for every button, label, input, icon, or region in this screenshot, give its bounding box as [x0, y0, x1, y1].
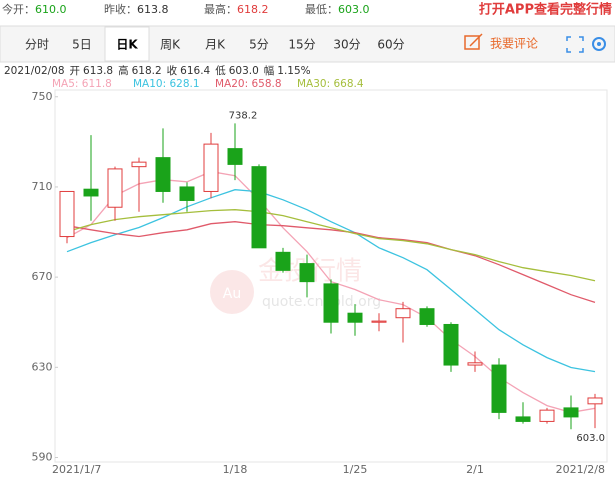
candle-body — [419, 308, 435, 325]
y-tick-label: 670 — [32, 270, 53, 283]
candle-body — [323, 283, 339, 323]
quote-item: 今开：610.0 — [2, 2, 67, 16]
candle-body — [179, 186, 195, 201]
info-label: 低 — [215, 64, 226, 77]
candle-body — [299, 263, 315, 283]
info-value: 613.8 — [83, 65, 113, 77]
candle-body — [587, 397, 603, 405]
comment-button[interactable]: 我要评论 — [490, 37, 538, 51]
tab[interactable]: 周K — [160, 38, 181, 52]
high-label: 738.2 — [229, 110, 258, 121]
tab[interactable]: 60分 — [377, 38, 404, 52]
legend-entry: MA30: 668.4 — [297, 78, 364, 90]
x-tick-label: 1/25 — [343, 463, 368, 476]
candle-body — [563, 407, 579, 418]
tab[interactable]: 5分 — [249, 38, 269, 52]
y-tick-label: 630 — [32, 360, 53, 373]
quote-value: 603.0 — [338, 3, 370, 16]
watermark — [210, 270, 254, 314]
info-value: 618.2 — [132, 65, 162, 77]
info-value: 1.15% — [277, 65, 310, 77]
tab[interactable]: 分时 — [25, 38, 49, 52]
y-tick-label: 750 — [32, 90, 53, 103]
quote-item: 最高：618.2 — [204, 2, 269, 16]
info-label: 高 — [118, 64, 129, 77]
settings-icon[interactable] — [592, 37, 606, 51]
x-tick-label: 2/1 — [466, 463, 484, 476]
candle-body — [347, 312, 363, 323]
legend-entry: MA20: 658.8 — [215, 78, 282, 90]
candle-body — [443, 323, 459, 366]
tab[interactable]: 月K — [205, 38, 226, 52]
candle-body — [155, 157, 171, 192]
quote-label: 今开： — [2, 2, 35, 16]
quote-value: 610.0 — [35, 3, 67, 16]
info-line: 2021/02/08 开 613.8 高 618.2 收 616.4 低 603.0 幅 1.15% — [4, 64, 311, 77]
candle-body — [83, 188, 99, 197]
candle-body — [539, 409, 555, 422]
app-link[interactable]: 打开APP查看完整行情 — [479, 2, 612, 18]
tab[interactable]: 15分 — [288, 38, 315, 52]
y-tick-label: 710 — [32, 180, 53, 193]
legend-entry: MA5: 611.8 — [52, 78, 112, 90]
info-value: 603.0 — [229, 65, 259, 77]
ma-line — [66, 189, 596, 373]
quote-value: 613.8 — [137, 3, 169, 16]
candle-body — [107, 168, 123, 208]
info-value: 616.4 — [180, 65, 210, 77]
candle-body — [491, 364, 507, 413]
y-tick-label: 590 — [32, 450, 53, 463]
plot-frame — [54, 89, 608, 463]
candle-body — [131, 161, 147, 168]
legend-entry: MA10: 628.1 — [133, 78, 200, 90]
tab[interactable]: 日K — [116, 38, 138, 52]
candle-body — [515, 416, 531, 422]
quote-value: 618.2 — [237, 3, 269, 16]
quote-label: 昨收： — [104, 2, 137, 16]
info-label: 开 — [70, 65, 81, 77]
candle-body — [371, 320, 387, 323]
watermark-logo: Au — [223, 286, 241, 302]
candle-body — [275, 251, 291, 271]
tab[interactable]: 5日 — [72, 38, 92, 52]
comment-icon[interactable] — [464, 33, 483, 50]
candle-body — [395, 308, 411, 319]
tab-bar — [0, 25, 615, 63]
quote-item: 昨收：613.8 — [104, 2, 169, 16]
ma-line — [66, 209, 596, 282]
candle-body — [203, 143, 219, 192]
quote-item: 最低：603.0 — [305, 3, 370, 16]
fullscreen-icon[interactable] — [566, 36, 584, 53]
x-tick-label: 2021/2/8 — [556, 463, 605, 476]
selected-tab-bg — [104, 26, 150, 62]
x-tick-label: 1/18 — [223, 463, 248, 476]
tab[interactable]: 30分 — [333, 38, 360, 52]
info-label: 收 — [167, 64, 178, 77]
quote-label: 最高： — [204, 2, 237, 16]
candle-body — [467, 362, 483, 366]
quote-label: 最低： — [305, 3, 338, 16]
info-label: 幅 — [264, 64, 275, 77]
candle-body — [251, 166, 267, 249]
info-date: 2021/02/08 — [4, 65, 65, 77]
low-label: 603.0 — [576, 433, 605, 444]
ma-line — [66, 221, 596, 304]
candle-body — [227, 148, 243, 165]
watermark-url: quote.cngold.org — [262, 294, 381, 310]
candle-body — [59, 190, 75, 238]
x-tick-label: 2021/1/7 — [52, 463, 101, 476]
